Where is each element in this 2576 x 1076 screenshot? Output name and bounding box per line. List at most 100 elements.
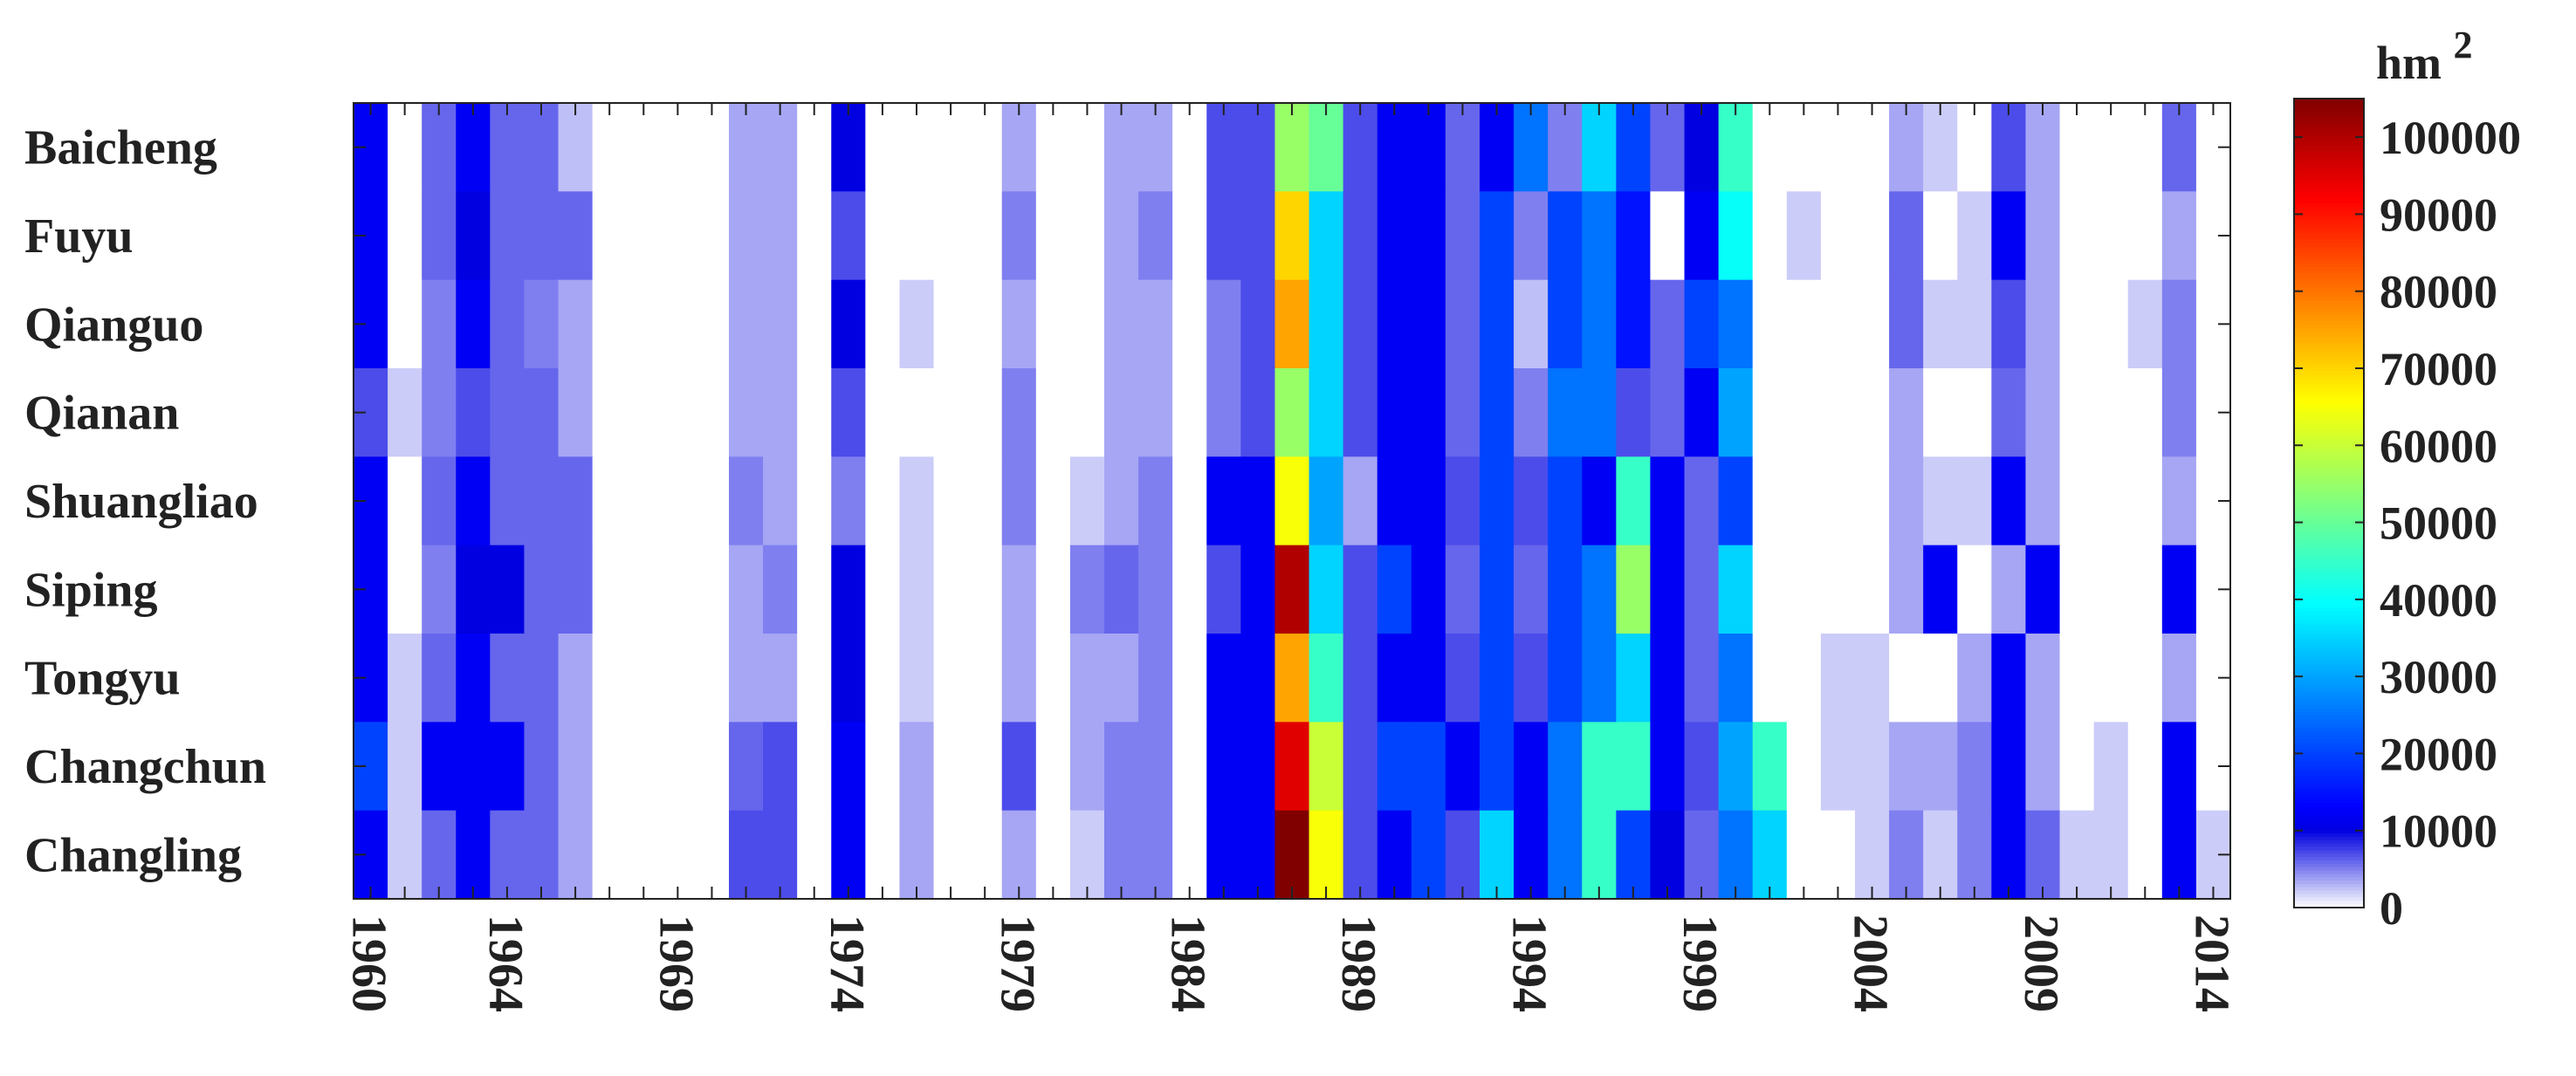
colorbar-tick-label: 50000	[2380, 497, 2497, 550]
heatmap-cell	[729, 634, 764, 723]
colorbar-segment	[2294, 762, 2364, 767]
heatmap-cell	[899, 722, 935, 812]
x-tick-label: 2004	[1844, 915, 1898, 1012]
heatmap-cell	[1274, 722, 1310, 812]
heatmap-cell	[1172, 722, 1207, 812]
heatmap-cell	[1001, 191, 1037, 281]
heatmap-cell	[1104, 191, 1139, 281]
heatmap-cell	[797, 810, 832, 900]
colorbar-segment	[2294, 718, 2364, 723]
colorbar-segment	[2294, 459, 2364, 463]
colorbar-segment	[2294, 466, 2364, 470]
heatmap-cell	[2093, 368, 2129, 457]
colorbar-segment	[2294, 883, 2364, 888]
heatmap-cell	[1138, 634, 1173, 723]
heatmap-cell	[1309, 191, 1344, 281]
heatmap-cell	[1514, 634, 1549, 723]
heatmap-cell	[1309, 103, 1344, 192]
heatmap-cell	[933, 279, 969, 369]
heatmap-cell	[2093, 456, 2129, 546]
colorbar-segment	[2294, 830, 2364, 834]
heatmap-cell	[1343, 634, 1378, 723]
heatmap-cell	[1001, 545, 1037, 634]
heatmap-cell	[831, 368, 866, 457]
heatmap-cell	[1172, 545, 1207, 634]
heatmap-cell	[1923, 722, 1958, 812]
heatmap-cell	[1309, 368, 1344, 457]
colorbar-segment	[2294, 189, 2364, 194]
heatmap-cell	[1650, 634, 1686, 723]
colorbar-segment	[2294, 327, 2364, 332]
colorbar-segment	[2294, 799, 2364, 804]
heatmap-cell	[1343, 810, 1378, 900]
heatmap-cell	[1206, 634, 1241, 723]
colorbar-segment	[2294, 779, 2364, 784]
heatmap-cell	[1138, 368, 1173, 457]
heatmap-cell	[422, 279, 457, 369]
heatmap-cell	[422, 634, 457, 723]
heatmap-cell	[1650, 545, 1686, 634]
heatmap-cell	[763, 545, 798, 634]
colorbar-segment	[2294, 846, 2364, 851]
colorbar-segment	[2294, 580, 2364, 585]
colorbar-segment	[2294, 661, 2364, 666]
heatmap-cell	[626, 545, 662, 634]
x-tick-label: 1999	[1673, 915, 1727, 1012]
colorbar-segment	[2294, 533, 2364, 538]
heatmap-cell	[388, 722, 422, 812]
colorbar-segment	[2294, 510, 2364, 514]
colorbar-segment	[2294, 273, 2364, 278]
heatmap-cell	[1650, 722, 1686, 812]
heatmap-cell	[967, 191, 1003, 281]
colorbar-unit-superscript: 2	[2454, 24, 2473, 66]
heatmap-cell	[1138, 545, 1173, 634]
colorbar-segment	[2294, 472, 2364, 477]
colorbar-segment	[2294, 496, 2364, 501]
heatmap-cell	[1889, 191, 1924, 281]
heatmap-cell	[490, 191, 526, 281]
colorbar-segment	[2294, 752, 2364, 757]
colorbar-segment	[2294, 604, 2364, 608]
heatmap-cell	[626, 810, 662, 900]
heatmap-cell	[558, 810, 594, 900]
heatmap-cell	[831, 191, 866, 281]
heatmap-cell	[1786, 279, 1822, 369]
heatmap-cell	[2161, 103, 2197, 192]
heatmap-cell	[1377, 810, 1412, 900]
heatmap-cell	[558, 103, 594, 192]
heatmap-cell	[1411, 722, 1446, 812]
colorbar-segment	[2294, 331, 2364, 335]
colorbar-segment	[2294, 819, 2364, 825]
heatmap-cell	[1582, 545, 1617, 634]
colorbar-segment	[2294, 530, 2364, 534]
colorbar-segment	[2294, 796, 2364, 800]
heatmap-cell	[1786, 634, 1822, 723]
heatmap-cell	[1035, 634, 1071, 723]
heatmap-cell	[1309, 545, 1344, 634]
heatmap-cell	[729, 810, 764, 900]
heatmap-cell	[1616, 191, 1652, 281]
colorbar-segment	[2294, 736, 2364, 740]
heatmap-cell	[1514, 103, 1549, 192]
colorbar-segment	[2294, 506, 2364, 511]
heatmap-cell	[1957, 279, 1992, 369]
heatmap-cell	[1343, 191, 1378, 281]
plot-frame	[353, 102, 2231, 900]
heatmap-cell	[524, 191, 560, 281]
heatmap-cell	[933, 456, 969, 546]
colorbar-segment	[2294, 826, 2364, 831]
colorbar-segment	[2294, 449, 2364, 454]
colorbar-segment	[2294, 627, 2364, 632]
colorbar-segment	[2294, 479, 2364, 483]
heatmap-cell	[1445, 103, 1480, 192]
heatmap-cell	[626, 191, 662, 281]
colorbar-segment	[2294, 122, 2364, 127]
heatmap-cell	[1445, 279, 1480, 369]
heatmap-cell	[1240, 545, 1276, 634]
colorbar-segment	[2294, 709, 2364, 713]
x-tick-label: 1960	[342, 915, 396, 1012]
heatmap-cell	[626, 368, 662, 457]
heatmap-cell	[1752, 368, 1788, 457]
colorbar-segment	[2294, 584, 2364, 588]
heatmap-cell	[1752, 545, 1788, 634]
